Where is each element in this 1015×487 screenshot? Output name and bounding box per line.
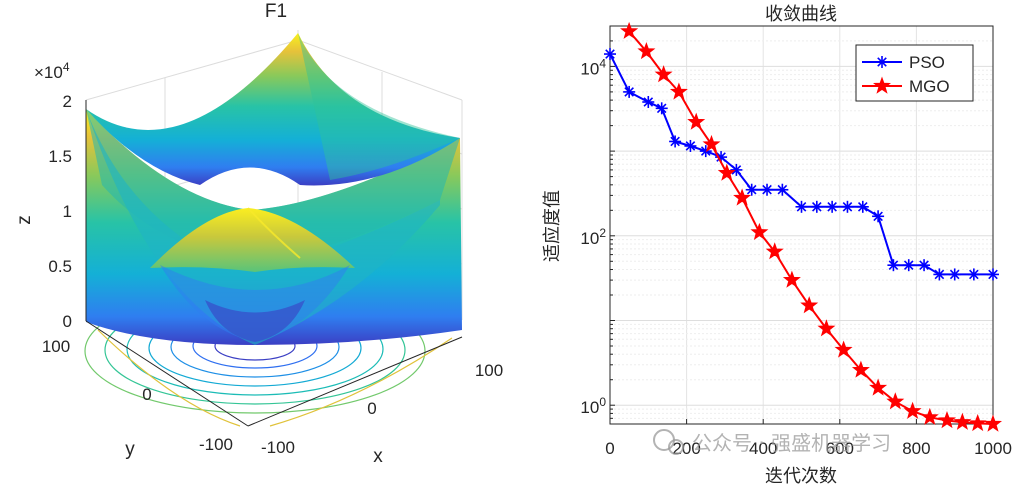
data-point-pso — [655, 102, 668, 115]
x-axis-title: 迭代次数 — [765, 466, 837, 487]
data-point-pso — [856, 200, 869, 213]
data-point-mgo — [817, 319, 836, 337]
data-point-mgo — [669, 82, 688, 100]
convergence-chart: 收敛曲线 0 200 400 600 800 1000 100 102 104 … — [542, 4, 1012, 487]
z-tick-label: 1.5 — [48, 147, 72, 166]
data-point-pso — [604, 48, 616, 61]
data-point-pso — [730, 163, 743, 176]
chart-title: 收敛曲线 — [765, 4, 837, 25]
data-point-pso — [987, 268, 999, 281]
data-point-pso — [918, 259, 931, 272]
data-point-mgo — [620, 21, 639, 39]
series-layer — [604, 21, 1002, 432]
x-tick-label: 600 — [826, 439, 854, 458]
data-point-mgo — [765, 242, 784, 260]
z-tick-label: 0.5 — [48, 257, 72, 276]
data-point-pso — [745, 183, 758, 196]
y-tick-label: 100 — [580, 395, 606, 417]
data-point-pso — [887, 259, 900, 272]
legend-label-mgo: MGO — [909, 77, 950, 96]
data-point-mgo — [938, 411, 956, 429]
data-point-pso — [776, 183, 789, 196]
surface-plot: F1 ×104 0 0.5 1 1.5 2 z 100 0 -100 y -10… — [14, 1, 503, 467]
data-point-mgo — [869, 378, 888, 396]
legend: PSO MGO — [855, 44, 974, 102]
x-tick-labels: 0 200 400 600 800 1000 — [605, 439, 1012, 458]
surface-axes — [85, 100, 463, 427]
watermark-text: 公众号 · 强盛机器学习 — [692, 431, 891, 455]
data-point-pso — [761, 183, 774, 196]
x-tick-label: -100 — [261, 438, 295, 457]
y-tick-label: -100 — [199, 435, 233, 454]
x-tick-label: 100 — [475, 361, 503, 380]
data-point-mgo — [800, 296, 819, 314]
data-point-mgo — [886, 392, 905, 410]
y-tick-label: 100 — [42, 337, 70, 356]
wechat-icon-small — [668, 439, 684, 455]
surface — [86, 33, 462, 345]
x-tick-label: 1000 — [974, 439, 1012, 458]
legend-marker-shape — [873, 76, 891, 94]
y-tick-label: 102 — [580, 226, 606, 248]
data-point-pso — [684, 139, 697, 152]
data-point-mgo — [903, 401, 922, 419]
data-point-mgo — [702, 134, 721, 153]
legend-marker-pso — [876, 56, 888, 68]
data-point-mgo — [984, 414, 1002, 432]
legend-marker-mgo — [873, 76, 891, 94]
plot-frame — [609, 25, 994, 425]
data-point-mgo — [717, 163, 736, 181]
data-point-mgo — [750, 222, 769, 240]
z-tick-label: 0 — [63, 312, 72, 331]
x-tick-label: 0 — [605, 439, 614, 458]
data-point-pso — [642, 96, 655, 109]
data-point-mgo — [851, 360, 870, 378]
y-tick-labels: 100 102 104 — [580, 56, 606, 417]
x-ticks: -100 0 100 — [261, 361, 503, 457]
z-tick-label: 2 — [63, 92, 72, 111]
data-point-pso — [623, 85, 636, 98]
watermark: 公众号 · 强盛机器学习 — [653, 429, 891, 455]
y-tick-label: 104 — [580, 56, 606, 78]
data-point-pso — [902, 259, 915, 272]
data-point-pso — [810, 200, 823, 213]
data-point-mgo — [834, 340, 853, 358]
data-point-mgo — [953, 412, 972, 430]
z-exponent-label: ×104 — [34, 60, 70, 82]
data-point-pso — [967, 268, 980, 281]
data-point-mgo — [654, 65, 673, 83]
x-tick-label: 400 — [749, 439, 777, 458]
legend-box — [855, 44, 974, 102]
data-point-pso — [841, 200, 854, 213]
y-axis-label: y — [125, 439, 135, 460]
legend-marker-shape — [876, 56, 888, 68]
data-point-pso — [826, 200, 839, 213]
legend-label-pso: PSO — [909, 53, 945, 72]
data-point-mgo — [687, 112, 706, 130]
z-ticks: 0 0.5 1 1.5 2 — [48, 92, 72, 331]
y-tick-label: 0 — [142, 385, 151, 404]
z-tick-label: 1 — [63, 202, 72, 221]
data-point-pso — [948, 268, 961, 281]
data-point-mgo — [968, 413, 987, 432]
data-point-mgo — [782, 270, 801, 288]
x-tick-label: 0 — [367, 399, 376, 418]
data-point-pso — [669, 135, 682, 148]
data-point-pso — [933, 268, 946, 281]
data-point-pso — [795, 200, 808, 213]
data-point-pso — [872, 210, 885, 223]
data-point-mgo — [733, 188, 752, 206]
series-pso — [604, 48, 999, 281]
y-axis-title: 适应度值 — [542, 190, 563, 262]
x-axis-label: x — [373, 446, 383, 467]
data-point-mgo — [920, 407, 939, 425]
series-mgo — [620, 21, 1002, 432]
y-ticks: 100 0 -100 — [42, 337, 233, 454]
x-tick-label: 800 — [902, 439, 930, 458]
surface-title: F1 — [265, 1, 287, 22]
data-point-mgo — [637, 42, 656, 60]
wechat-icon — [653, 429, 675, 451]
z-axis-label: z — [14, 215, 35, 225]
